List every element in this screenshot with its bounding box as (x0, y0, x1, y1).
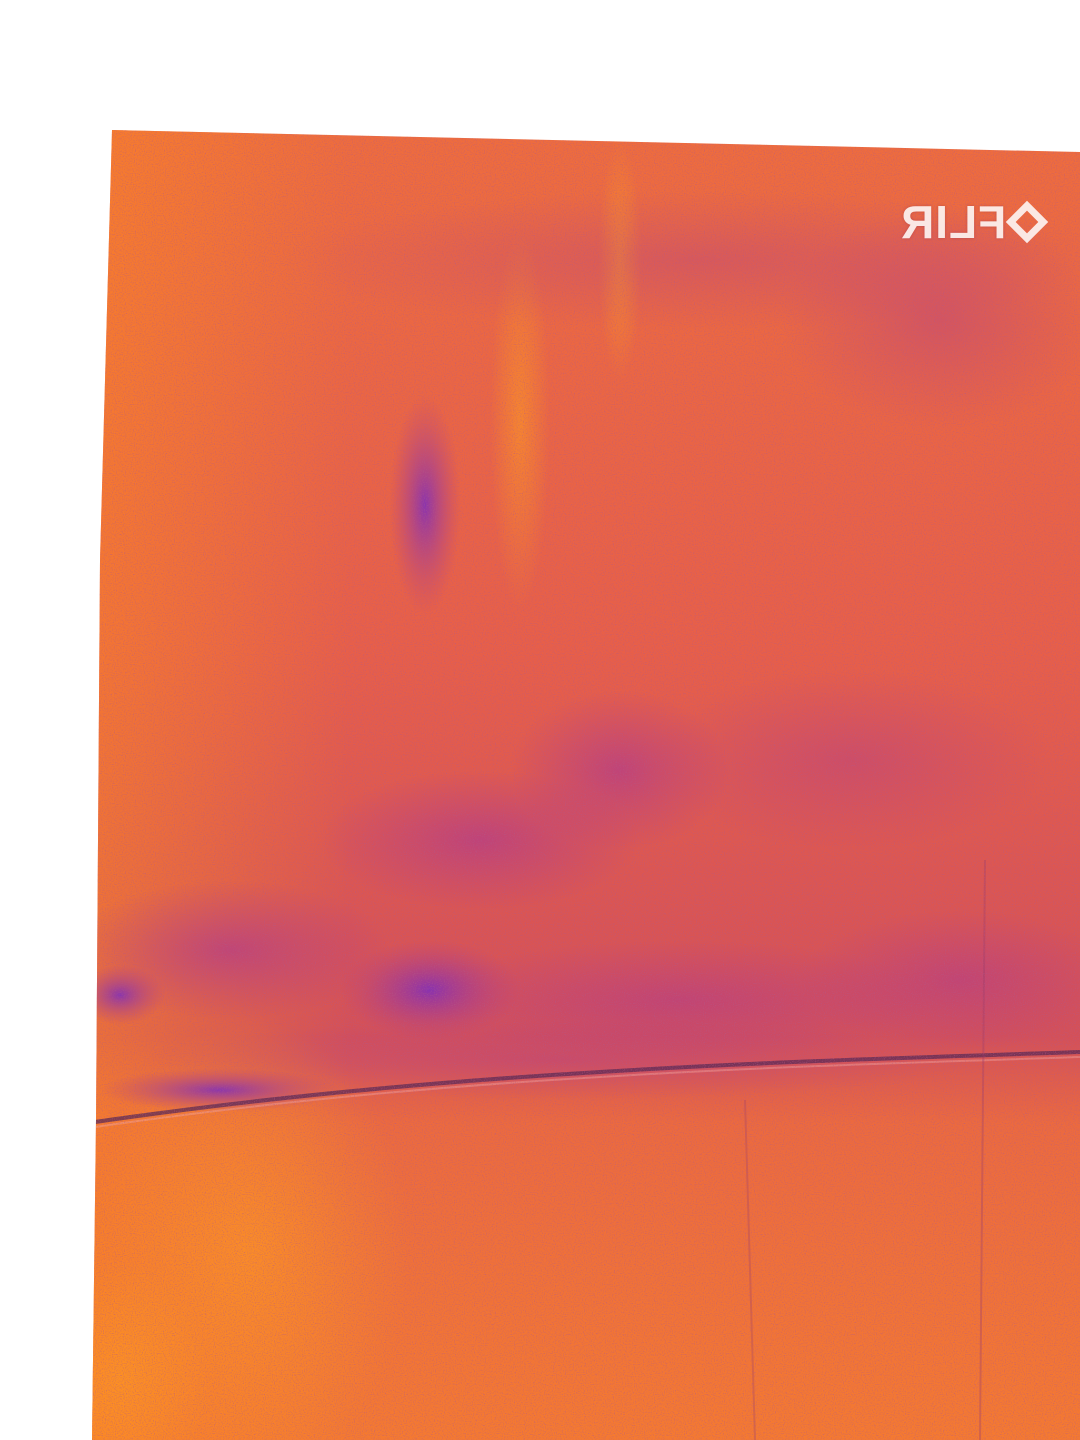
flir-diamond-icon (1005, 200, 1049, 244)
flir-watermark-text: FLIR (900, 196, 1007, 248)
flir-watermark: FLIR (900, 186, 1072, 258)
